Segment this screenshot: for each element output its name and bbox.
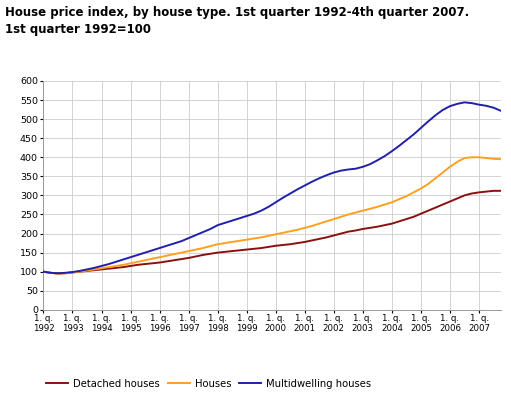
Multidwelling houses [273, 200, 279, 205]
Multidwelling houses [345, 167, 352, 172]
Text: House price index, by house type. 1st quarter 1992-4th quarter 2007.
1st quarter: House price index, by house type. 1st qu… [5, 6, 470, 36]
Multidwelling houses [40, 269, 47, 274]
Multidwelling houses [237, 216, 243, 221]
Multidwelling houses [498, 108, 504, 113]
Multidwelling houses [338, 168, 344, 173]
Detached houses [301, 239, 308, 244]
Houses [237, 239, 243, 243]
Multidwelling houses [301, 183, 308, 188]
Houses [301, 226, 308, 230]
Line: Multidwelling houses: Multidwelling houses [43, 102, 501, 273]
Detached houses [40, 269, 47, 274]
Line: Detached houses: Detached houses [43, 191, 501, 274]
Detached houses [106, 266, 112, 271]
Detached houses [491, 188, 497, 193]
Detached houses [237, 248, 243, 253]
Multidwelling houses [106, 262, 112, 266]
Detached houses [345, 229, 352, 234]
Houses [469, 155, 475, 160]
Houses [498, 157, 504, 162]
Houses [338, 214, 344, 219]
Detached houses [55, 271, 61, 276]
Houses [40, 269, 47, 274]
Multidwelling houses [55, 271, 61, 276]
Houses [345, 212, 352, 217]
Houses [273, 232, 279, 237]
Detached houses [498, 188, 504, 193]
Houses [55, 271, 61, 276]
Multidwelling houses [461, 100, 468, 105]
Legend: Detached houses, Houses, Multidwelling houses: Detached houses, Houses, Multidwelling h… [46, 379, 371, 389]
Detached houses [273, 243, 279, 248]
Line: Houses: Houses [43, 157, 501, 274]
Detached houses [338, 231, 344, 236]
Houses [106, 265, 112, 270]
